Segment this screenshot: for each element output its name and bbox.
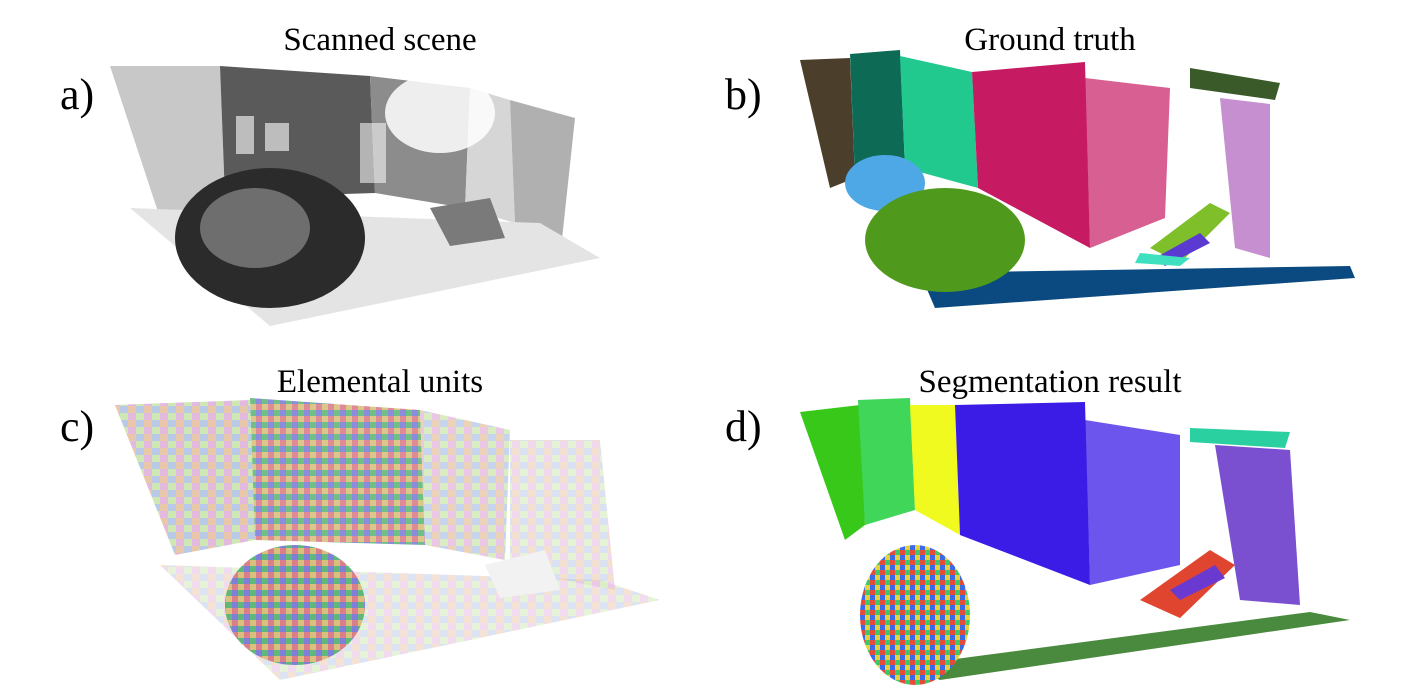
panel-title: Elemental units — [276, 364, 484, 400]
panel-d: Segmentation result d) — [710, 350, 1390, 690]
panel-a: Scanned scene a) — [40, 8, 720, 348]
panel-letter: a) — [60, 70, 95, 119]
panel-c: Elemental units c) — [40, 350, 720, 690]
elemental-units-image — [115, 398, 660, 680]
panel-letter: d) — [725, 402, 762, 451]
panel-title: Scanned scene — [283, 22, 477, 58]
panel-letter: c) — [60, 402, 95, 451]
ground-truth-image — [800, 50, 1355, 308]
panel-title: Ground truth — [964, 22, 1136, 58]
panel-title: Segmentation result — [918, 364, 1182, 400]
segmentation-result-image — [800, 398, 1350, 685]
scanned-scene-image — [110, 66, 600, 326]
panel-b: Ground truth b) — [710, 8, 1390, 348]
panel-letter: b) — [725, 70, 762, 119]
